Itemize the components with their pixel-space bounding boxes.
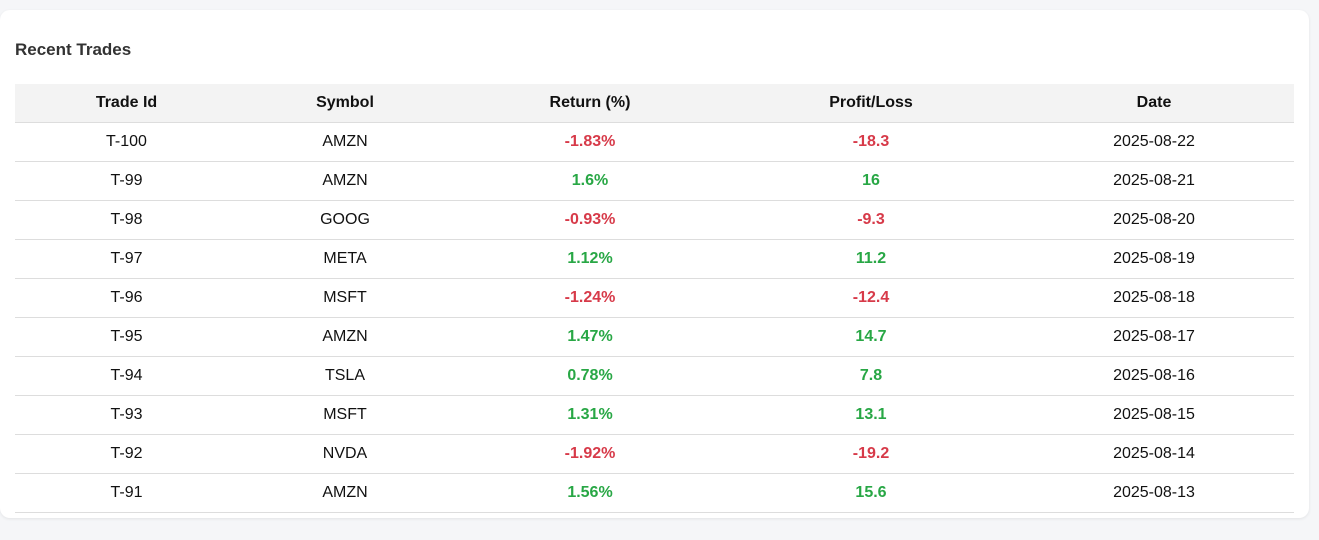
trade-id-cell: T-93 [15, 395, 238, 435]
symbol-cell: AMZN [238, 161, 452, 201]
date-cell: 2025-08-19 [1014, 239, 1294, 279]
symbol-cell: AMZN [238, 473, 452, 513]
trade-id-cell: T-100 [15, 122, 238, 162]
card-title: Recent Trades [15, 40, 132, 59]
table-row: T-98 GOOG -0.93% -9.3 2025-08-20 [15, 200, 1294, 240]
profit-loss-cell: 14.7 [728, 317, 1014, 357]
trade-id-cell: T-91 [15, 473, 238, 513]
return-cell: 1.47% [452, 317, 728, 357]
trade-id-cell: T-95 [15, 317, 238, 357]
table-row: T-99 AMZN 1.6% 16 2025-08-21 [15, 161, 1294, 201]
trade-id-cell: T-99 [15, 161, 238, 201]
table-row: T-97 META 1.12% 11.2 2025-08-19 [15, 239, 1294, 279]
profit-loss-cell: 16 [728, 161, 1014, 201]
symbol-cell: MSFT [238, 395, 452, 435]
trade-id-cell: T-92 [15, 434, 238, 474]
return-cell: 0.78% [452, 356, 728, 396]
date-cell: 2025-08-15 [1014, 395, 1294, 435]
trades-table: Trade Id Symbol Return (%) Profit/Loss D… [15, 84, 1294, 513]
date-cell: 2025-08-16 [1014, 356, 1294, 396]
column-header-symbol: Symbol [238, 84, 452, 123]
profit-loss-cell: 7.8 [728, 356, 1014, 396]
profit-loss-cell: 13.1 [728, 395, 1014, 435]
table-header: Trade Id Symbol Return (%) Profit/Loss D… [15, 84, 1294, 123]
return-cell: -1.24% [452, 278, 728, 318]
column-header-trade-id: Trade Id [15, 84, 238, 123]
return-cell: -1.83% [452, 122, 728, 162]
symbol-cell: GOOG [238, 200, 452, 240]
header-row: Trade Id Symbol Return (%) Profit/Loss D… [15, 84, 1294, 123]
profit-loss-cell: -9.3 [728, 200, 1014, 240]
table-row: T-96 MSFT -1.24% -12.4 2025-08-18 [15, 278, 1294, 318]
trade-id-cell: T-98 [15, 200, 238, 240]
symbol-cell: MSFT [238, 278, 452, 318]
symbol-cell: AMZN [238, 122, 452, 162]
symbol-cell: META [238, 239, 452, 279]
profit-loss-cell: 15.6 [728, 473, 1014, 513]
return-cell: 1.31% [452, 395, 728, 435]
symbol-cell: NVDA [238, 434, 452, 474]
return-cell: -0.93% [452, 200, 728, 240]
date-cell: 2025-08-18 [1014, 278, 1294, 318]
table-row: T-91 AMZN 1.56% 15.6 2025-08-13 [15, 473, 1294, 513]
return-cell: 1.12% [452, 239, 728, 279]
date-cell: 2025-08-14 [1014, 434, 1294, 474]
table-row: T-92 NVDA -1.92% -19.2 2025-08-14 [15, 434, 1294, 474]
profit-loss-cell: 11.2 [728, 239, 1014, 279]
table-row: T-93 MSFT 1.31% 13.1 2025-08-15 [15, 395, 1294, 435]
date-cell: 2025-08-21 [1014, 161, 1294, 201]
profit-loss-cell: -12.4 [728, 278, 1014, 318]
profit-loss-cell: -19.2 [728, 434, 1014, 474]
table-row: T-100 AMZN -1.83% -18.3 2025-08-22 [15, 122, 1294, 162]
trade-id-cell: T-94 [15, 356, 238, 396]
recent-trades-card: Recent Trades Trade Id Symbol Return (%)… [0, 10, 1309, 518]
trade-id-cell: T-97 [15, 239, 238, 279]
table-body: T-100 AMZN -1.83% -18.3 2025-08-22 T-99 … [15, 122, 1294, 513]
date-cell: 2025-08-22 [1014, 122, 1294, 162]
table-row: T-94 TSLA 0.78% 7.8 2025-08-16 [15, 356, 1294, 396]
column-header-profit-loss: Profit/Loss [728, 84, 1014, 123]
column-header-return: Return (%) [452, 84, 728, 123]
return-cell: 1.6% [452, 161, 728, 201]
symbol-cell: TSLA [238, 356, 452, 396]
trade-id-cell: T-96 [15, 278, 238, 318]
return-cell: -1.92% [452, 434, 728, 474]
date-cell: 2025-08-17 [1014, 317, 1294, 357]
table-row: T-95 AMZN 1.47% 14.7 2025-08-17 [15, 317, 1294, 357]
profit-loss-cell: -18.3 [728, 122, 1014, 162]
date-cell: 2025-08-13 [1014, 473, 1294, 513]
column-header-date: Date [1014, 84, 1294, 123]
symbol-cell: AMZN [238, 317, 452, 357]
date-cell: 2025-08-20 [1014, 200, 1294, 240]
return-cell: 1.56% [452, 473, 728, 513]
